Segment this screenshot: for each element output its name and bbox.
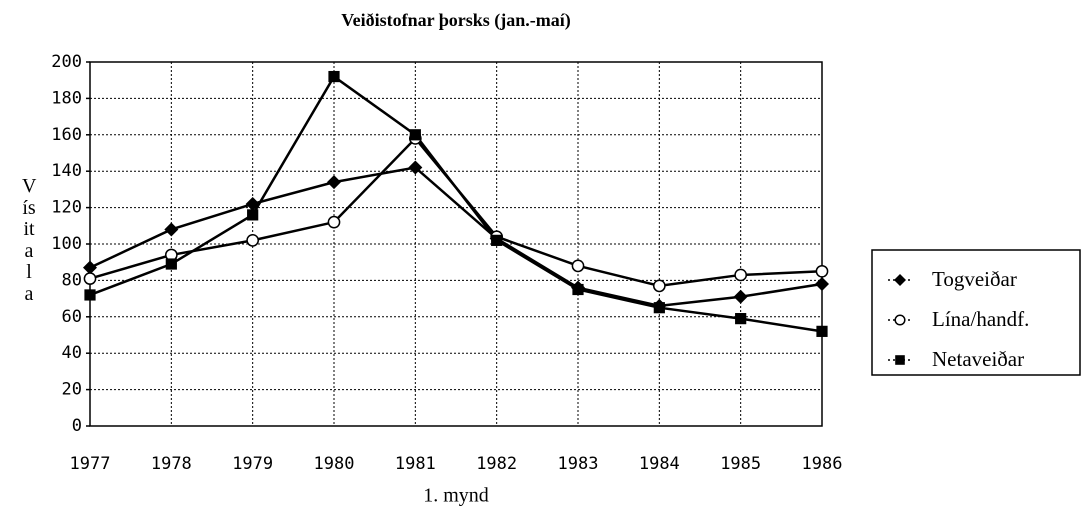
marker bbox=[327, 215, 341, 229]
plot-frame bbox=[89, 61, 823, 427]
marker bbox=[816, 325, 828, 337]
marker bbox=[733, 289, 748, 304]
x-tick-label: 1981 bbox=[395, 454, 436, 474]
caption: 1. mynd bbox=[423, 485, 489, 507]
marker bbox=[653, 302, 665, 314]
x-tick-label: 1985 bbox=[720, 454, 761, 474]
marker bbox=[328, 70, 340, 83]
marker bbox=[409, 129, 421, 141]
marker bbox=[652, 279, 666, 293]
marker bbox=[734, 268, 748, 282]
series-line bbox=[89, 74, 823, 333]
x-tick-label: 1977 bbox=[70, 454, 111, 474]
marker bbox=[895, 355, 905, 365]
marker bbox=[894, 314, 906, 326]
marker bbox=[246, 234, 260, 247]
legend-box bbox=[871, 249, 1081, 376]
legend-label: Togveiðar bbox=[932, 267, 1017, 291]
y-tick-label: 180 bbox=[51, 88, 82, 108]
marker bbox=[164, 222, 179, 237]
x-tick-label: 1986 bbox=[802, 454, 843, 474]
marker bbox=[571, 259, 585, 273]
series-line bbox=[89, 136, 823, 288]
marker bbox=[245, 196, 260, 211]
y-tick-label: 80 bbox=[62, 270, 82, 290]
marker bbox=[408, 160, 423, 175]
series-line bbox=[89, 166, 823, 308]
y-tick-label: 0 bbox=[72, 416, 82, 436]
marker bbox=[894, 274, 906, 286]
x-tick-label: 1984 bbox=[639, 454, 680, 474]
chart-title: Veiðistofnar þorsks (jan.-maí) bbox=[341, 10, 571, 31]
marker bbox=[735, 313, 747, 325]
y-tick-label: 100 bbox=[51, 234, 82, 254]
y-tick-label: 140 bbox=[51, 161, 82, 181]
y-tick-label: 20 bbox=[62, 380, 82, 400]
x-tick-label: 1982 bbox=[476, 454, 517, 474]
marker bbox=[83, 260, 97, 275]
y-tick-label: 200 bbox=[51, 52, 82, 72]
legend-label: Lína/handf. bbox=[932, 307, 1029, 331]
marker bbox=[165, 258, 177, 270]
marker bbox=[84, 289, 96, 301]
y-tick-label: 40 bbox=[62, 343, 82, 363]
marker bbox=[572, 283, 584, 296]
legend-label: Netaveiðar bbox=[932, 347, 1024, 371]
x-tick-label: 1980 bbox=[314, 454, 355, 474]
y-tick-label: 120 bbox=[51, 198, 82, 218]
y-axis-label: Vísitala bbox=[22, 175, 37, 305]
marker bbox=[83, 272, 97, 285]
x-tick-label: 1983 bbox=[558, 454, 599, 474]
x-tick-label: 1979 bbox=[232, 454, 273, 474]
marker bbox=[815, 264, 829, 278]
marker bbox=[247, 209, 259, 221]
y-tick-label: 60 bbox=[62, 307, 82, 327]
x-tick-label: 1978 bbox=[151, 454, 192, 474]
marker bbox=[815, 277, 829, 292]
marker bbox=[491, 234, 503, 246]
y-tick-label: 160 bbox=[51, 125, 82, 145]
marker bbox=[327, 175, 341, 190]
